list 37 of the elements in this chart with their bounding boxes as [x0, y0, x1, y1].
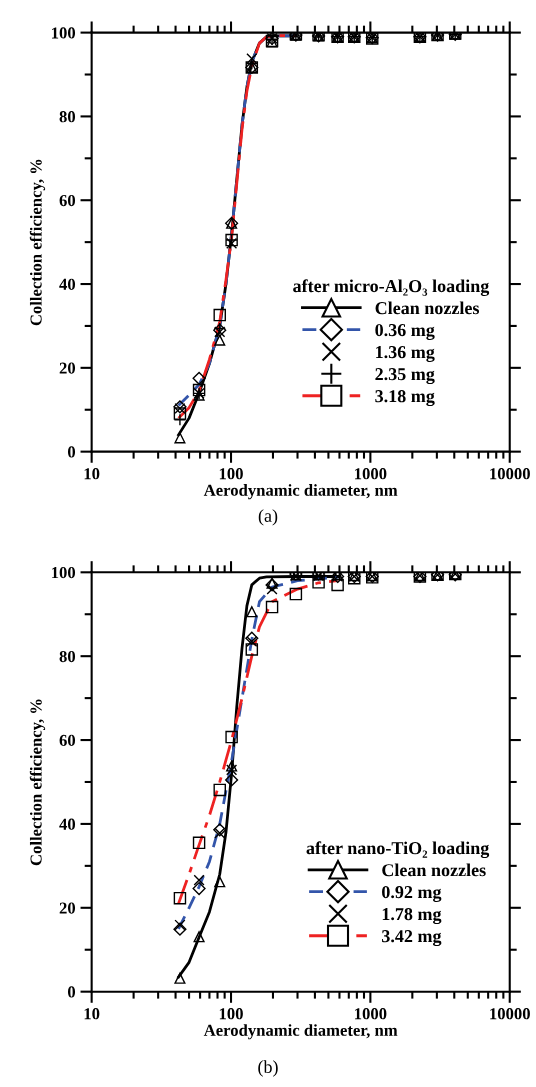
- x-tick-label: 10000: [490, 468, 530, 480]
- legend-label: 1.78 mg: [382, 908, 442, 925]
- text: (b): [258, 1060, 278, 1077]
- y-tick-label: 80: [59, 111, 76, 123]
- legend-label: 0.36 mg: [375, 323, 435, 340]
- x-tick-label: 10: [84, 468, 100, 480]
- y-tick-label: 80: [59, 650, 76, 663]
- y-tick-label: 60: [59, 734, 76, 746]
- x-tick-label: 1000: [355, 468, 387, 480]
- y-tick-label: 0: [67, 986, 76, 998]
- x-tick-label: 100: [219, 1008, 243, 1020]
- legend-label: Clean nozzles: [375, 301, 480, 315]
- x-tick-label: 1000: [355, 1008, 387, 1020]
- legend-title: after micro-Al₂O₃ loading: [293, 279, 490, 296]
- y-tick-label: 0: [67, 446, 76, 458]
- legend-label: 0.92 mg: [382, 885, 442, 902]
- y-tick-label: 40: [59, 278, 76, 290]
- legend-label: Clean nozzles: [382, 863, 486, 877]
- y-axis-title: Collection efficiency, %: [29, 159, 46, 326]
- y-tick-label: 20: [59, 902, 76, 914]
- y-tick-label: 100: [52, 567, 76, 579]
- text: (a): [258, 509, 278, 526]
- y-tick-label: 100: [52, 27, 76, 39]
- x-tick-label: 100: [219, 468, 243, 480]
- legend-label: 2.35 mg: [375, 368, 435, 385]
- y-tick-label: 40: [59, 818, 76, 830]
- legend-label: 3.42 mg: [382, 930, 442, 947]
- legend-label: 1.36 mg: [376, 346, 435, 362]
- x-tick-label: 10: [84, 1008, 100, 1020]
- x-axis-title: Aerodynamic diameter, nm: [203, 484, 398, 500]
- y-tick-label: 60: [59, 194, 76, 207]
- x-tick-label: 10000: [490, 1008, 530, 1020]
- legend-title: after nano-TiO₂ loading: [306, 841, 490, 859]
- legend-label: 3.18 mg: [375, 390, 435, 407]
- y-tick-label: 20: [59, 362, 76, 374]
- y-axis-title: Collection efficiency, %: [29, 699, 46, 866]
- x-axis-title: Aerodynamic diameter, nm: [203, 1024, 398, 1040]
